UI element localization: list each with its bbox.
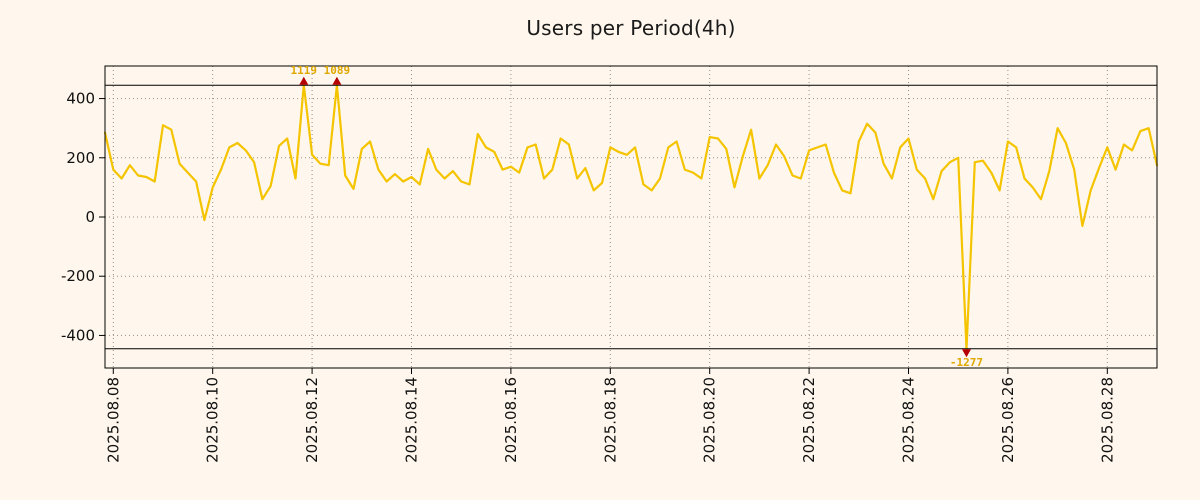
peak-marker-up — [299, 76, 309, 85]
x-tick-label: 2025.08.26 — [999, 377, 1017, 463]
x-tick-label: 2025.08.16 — [502, 377, 520, 463]
x-tick-label: 2025.08.18 — [601, 377, 619, 463]
y-tick-label: 200 — [66, 149, 95, 167]
x-tick-label: 2025.08.08 — [104, 377, 122, 463]
x-tick-label: 2025.08.10 — [204, 377, 222, 463]
y-tick-label: -200 — [61, 267, 95, 285]
x-tick-label: 2025.08.22 — [800, 377, 818, 463]
x-tick-label: 2025.08.24 — [899, 377, 917, 463]
x-tick-label: 2025.08.14 — [402, 377, 420, 463]
y-tick-label: 400 — [66, 90, 95, 108]
x-tick-label: 2025.08.28 — [1098, 377, 1116, 463]
y-tick-label: -400 — [61, 326, 95, 344]
peak-value-label: 1089 — [324, 64, 351, 77]
x-tick-label: 2025.08.20 — [701, 377, 719, 463]
chart-title: Users per Period(4h) — [526, 16, 736, 40]
dip-value-label: -1277 — [950, 356, 983, 369]
peak-marker-up — [332, 76, 342, 85]
plot-frame — [104, 65, 1158, 369]
peak-value-label: 1119 — [291, 64, 318, 77]
x-tick-label: 2025.08.12 — [303, 377, 321, 463]
users-series-line — [103, 84, 1159, 350]
dip-marker-down — [961, 349, 971, 358]
y-tick-label: 0 — [85, 208, 95, 226]
